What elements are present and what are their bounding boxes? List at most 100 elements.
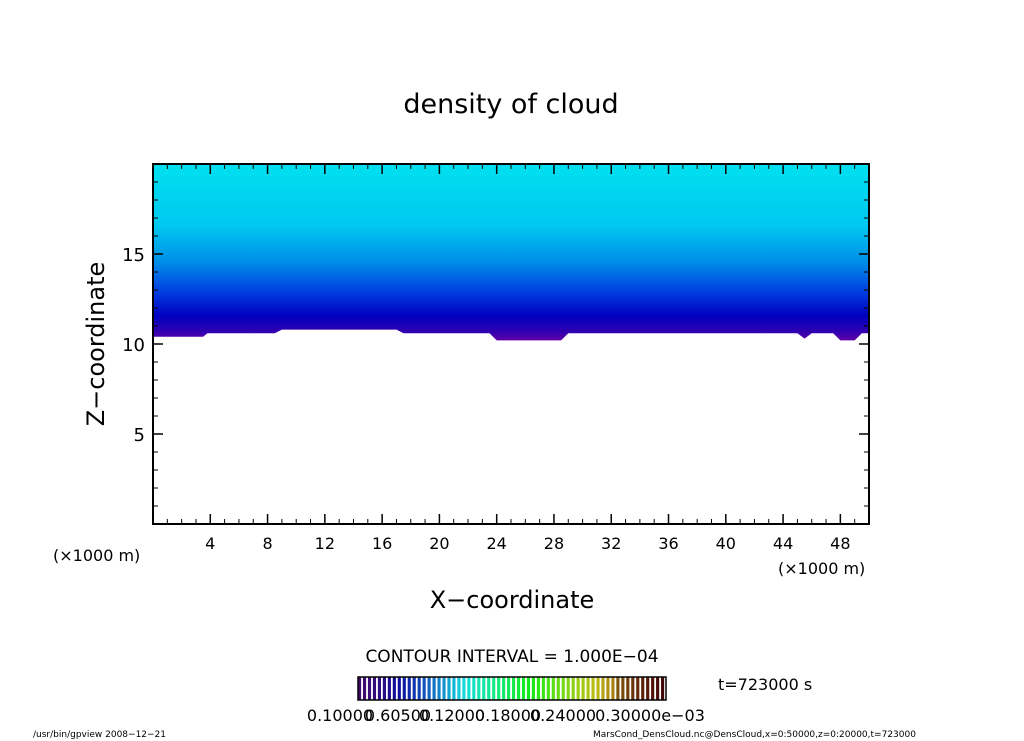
colorbar-segment <box>636 677 640 700</box>
colorbar-segment <box>358 677 362 700</box>
colorbar-segment <box>472 677 476 700</box>
colorbar-segment <box>462 677 466 700</box>
colorbar <box>358 677 665 700</box>
colorbar-segment <box>422 677 426 700</box>
x-tick-label: 20 <box>429 534 449 553</box>
colorbar-segment <box>651 677 655 700</box>
colorbar-segment <box>516 677 521 700</box>
colorbar-segment <box>487 677 491 700</box>
colorbar-segment <box>661 677 665 700</box>
colorbar-segment <box>616 677 620 700</box>
colorbar-segment <box>497 677 501 700</box>
x-axis-label: X−coordinate <box>430 586 595 614</box>
colorbar-segment <box>536 677 540 700</box>
x-tick-label: 24 <box>487 534 507 553</box>
colorbar-segment <box>482 677 486 700</box>
colorbar-labels: 0.100000.605000.120000.180000.240000.300… <box>307 706 705 725</box>
colorbar-segment <box>546 677 550 700</box>
cloud-field <box>153 164 869 341</box>
colorbar-segment <box>392 677 396 700</box>
colorbar-segment <box>576 677 580 700</box>
colorbar-segment <box>641 677 645 700</box>
colorbar-segment <box>382 677 386 700</box>
colorbar-label: 0.60500 <box>365 706 431 725</box>
colorbar-segment <box>566 677 570 700</box>
colorbar-segment <box>541 677 545 700</box>
colorbar-segment <box>372 677 377 700</box>
cloud-density-area <box>153 164 869 341</box>
colorbar-segment <box>407 677 411 700</box>
colorbar-segment <box>561 677 565 700</box>
colorbar-segment <box>397 677 401 700</box>
x-tick-label: 40 <box>716 534 736 553</box>
y-tick-label: 10 <box>122 335 145 356</box>
contour-interval: CONTOUR INTERVAL = 1.000E−04 <box>365 647 658 667</box>
colorbar-segment <box>556 677 560 700</box>
colorbar-segment <box>596 677 600 700</box>
colorbar-segment <box>581 677 585 700</box>
colorbar-label: 0.18000 <box>475 706 541 725</box>
colorbar-segment <box>377 677 382 700</box>
colorbar-segment <box>417 677 421 700</box>
colorbar-segment <box>502 677 506 700</box>
colorbar-segment <box>601 677 605 700</box>
x-tick-label: 28 <box>544 534 564 553</box>
y-axis-label: Z−coordinate <box>82 262 110 427</box>
colorbar-label: 0.10000 <box>307 706 373 725</box>
y-ticks: 5 10 15 <box>122 181 869 507</box>
colorbar-segment <box>526 677 531 700</box>
colorbar-segment <box>477 677 481 700</box>
colorbar-segment <box>387 677 391 700</box>
colorbar-segment <box>467 677 471 700</box>
x-ticks: 4 8 12 16 20 24 28 32 36 40 44 48 <box>166 164 856 553</box>
colorbar-segment <box>457 677 461 700</box>
colorbar-frame <box>357 676 667 701</box>
footer-left: /usr/bin/gpview 2008−12−21 <box>33 730 166 740</box>
x-tick-label: 44 <box>773 534 793 553</box>
colorbar-segment <box>452 677 456 700</box>
colorbar-segment <box>367 677 372 700</box>
y-tick-label: 5 <box>134 425 145 446</box>
x-tick-label: 36 <box>658 534 678 553</box>
colorbar-segment <box>521 677 526 700</box>
time-label: t=723000 s <box>718 675 812 694</box>
colorbar-segment <box>646 677 650 700</box>
colorbar-segment <box>631 677 635 700</box>
footer-right: MarsCond_DensCloud.nc@DensCloud,x=0:5000… <box>593 730 916 740</box>
x-unit-left: (×1000 m) <box>53 546 140 565</box>
colorbar-segment <box>551 677 555 700</box>
colorbar-label: 0.30000e−03 <box>595 706 705 725</box>
x-tick-label: 16 <box>372 534 392 553</box>
colorbar-segment <box>512 677 516 700</box>
x-unit-right: (×1000 m) <box>778 559 865 578</box>
colorbar-segment <box>492 677 496 700</box>
colorbar-segment <box>606 677 610 700</box>
colorbar-segment <box>611 677 615 700</box>
x-tick-label: 12 <box>315 534 335 553</box>
colorbar-segment <box>402 677 406 700</box>
x-tick-label: 48 <box>830 534 850 553</box>
x-tick-label: 32 <box>601 534 621 553</box>
colorbar-segment <box>586 677 590 700</box>
colorbar-segment <box>626 677 630 700</box>
chart-title: density of cloud <box>403 89 618 120</box>
colorbar-segment <box>571 677 575 700</box>
colorbar-segment <box>591 677 595 700</box>
colorbar-segment <box>621 677 625 700</box>
y-tick-label: 15 <box>122 245 145 266</box>
colorbar-label: 0.24000 <box>530 706 596 725</box>
colorbar-label: 0.12000 <box>419 706 485 725</box>
colorbar-segment <box>432 677 436 700</box>
colorbar-segment <box>507 677 511 700</box>
colorbar-segment <box>442 677 446 700</box>
x-tick-label: 8 <box>262 534 272 553</box>
colorbar-segment <box>656 677 660 700</box>
colorbar-segment <box>412 677 416 700</box>
colorbar-segment <box>447 677 451 700</box>
x-tick-label: 4 <box>205 534 215 553</box>
colorbar-segment <box>437 677 441 700</box>
colorbar-segment <box>427 677 431 700</box>
colorbar-segment <box>362 677 367 700</box>
colorbar-segment <box>531 677 536 700</box>
